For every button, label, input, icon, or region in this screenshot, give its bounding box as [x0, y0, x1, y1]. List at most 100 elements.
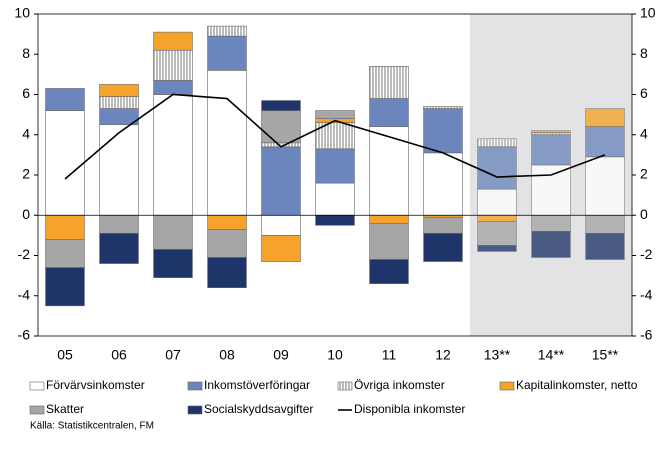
x-tick-label: 10: [327, 347, 343, 363]
bar-segment: [369, 214, 409, 224]
bar-segment: [45, 267, 85, 307]
bar-segment: [423, 152, 463, 216]
bar-segment: [477, 146, 517, 190]
bar-segment: [99, 84, 139, 97]
bar-segment: [477, 220, 517, 246]
legend-swatch: [187, 405, 203, 415]
y2-tick-label: -6: [640, 327, 653, 343]
bar-segment: [99, 233, 139, 264]
bar-segment: [477, 138, 517, 148]
bar-segment: [261, 235, 301, 262]
y2-tick-label: 4: [640, 125, 648, 141]
y-tick-label: 6: [22, 85, 30, 101]
bar-segment: [477, 245, 517, 252]
y2-tick-label: -4: [640, 286, 653, 302]
bar-segment: [423, 108, 463, 154]
y-tick-label: 8: [22, 45, 30, 61]
bar-segment: [261, 110, 301, 144]
y2-tick-label: 0: [640, 206, 648, 222]
y-tick-label: 0: [22, 206, 30, 222]
bar-segment: [207, 257, 247, 289]
bar-segment: [207, 25, 247, 37]
legend-label: Disponibla inkomster: [354, 402, 465, 416]
bar-segment: [531, 130, 571, 134]
bar-segment: [153, 249, 193, 278]
x-tick-label: 13**: [484, 347, 511, 363]
legend-label: Förvärvsinkomster: [46, 378, 145, 392]
y2-tick-label: 2: [640, 166, 648, 182]
legend-swatch: [187, 381, 203, 391]
x-tick-label: 07: [165, 347, 181, 363]
bar-segment: [423, 106, 463, 109]
legend-label: Inkomstöverföringar: [204, 378, 310, 392]
legend-swatch: [499, 381, 515, 391]
legend-label: Skatter: [46, 402, 84, 416]
bar-segment: [585, 108, 625, 128]
bar-segment: [585, 156, 625, 216]
y2-tick-label: 10: [640, 5, 656, 21]
bar-segment: [531, 214, 571, 232]
bar-segment: [45, 239, 85, 268]
bar-segment: [153, 31, 193, 51]
y-tick-label: 10: [14, 5, 30, 21]
bar-segment: [261, 214, 301, 236]
bar-segment: [45, 88, 85, 111]
bar-segment: [585, 214, 625, 234]
bar-segment: [315, 148, 355, 184]
bar-segment: [369, 66, 409, 99]
bar-segment: [531, 164, 571, 216]
bar-segment: [531, 134, 571, 166]
x-tick-label: 15**: [592, 347, 619, 363]
legend-swatch: [29, 405, 45, 415]
bar-segment: [315, 214, 355, 226]
source: Källa: Statistikcentralen, FM: [30, 421, 154, 432]
bar-segment: [585, 233, 625, 260]
y-tick-label: -2: [18, 246, 31, 262]
legend-swatch: [29, 381, 45, 391]
bar-segment: [531, 132, 571, 136]
x-tick-label: 11: [382, 347, 397, 363]
bar-segment: [369, 98, 409, 128]
bar-segment: [261, 100, 301, 111]
bar-segment: [153, 94, 193, 216]
bar-segment: [315, 110, 355, 119]
x-tick-label: 05: [57, 347, 73, 363]
line-series: [64, 93, 606, 180]
x-tick-label: 14**: [538, 347, 565, 363]
bar-segment: [261, 146, 301, 216]
bar-segment: [99, 214, 139, 234]
legend-label: Övriga inkomster: [354, 378, 445, 392]
bar-segment: [585, 126, 625, 158]
bar-segment: [153, 49, 193, 81]
bar-segment: [207, 35, 247, 71]
y-tick-label: -4: [18, 286, 31, 302]
bar-segment: [369, 223, 409, 260]
legend-swatch: [337, 381, 353, 391]
bar-segment: [99, 96, 139, 109]
x-tick-label: 08: [219, 347, 235, 363]
bar-segment: [423, 216, 463, 234]
bar-segment: [99, 124, 139, 216]
bar-segment: [315, 182, 355, 216]
x-tick-label: 06: [111, 347, 127, 363]
y-tick-label: -6: [18, 327, 31, 343]
legend-label: Kapitalinkomster, netto: [516, 378, 638, 392]
y2-tick-label: 8: [640, 45, 648, 61]
bar-segment: [207, 214, 247, 230]
bar-segment: [45, 110, 85, 216]
y-tick-label: 4: [22, 125, 30, 141]
y2-tick-label: 6: [640, 85, 648, 101]
bar-segment: [153, 80, 193, 95]
bar-segment: [477, 188, 517, 216]
plot-frame: [37, 13, 633, 337]
bar-segment: [207, 229, 247, 258]
y-tick-label: 2: [22, 166, 30, 182]
bar-segment: [477, 214, 517, 222]
bar-segment: [423, 233, 463, 262]
legend-label: Socialskyddsavgifter: [204, 402, 313, 416]
x-tick-label: 12: [435, 347, 451, 363]
bar-segment: [207, 70, 247, 216]
bar-segment: [45, 214, 85, 240]
bar-segment: [369, 126, 409, 216]
